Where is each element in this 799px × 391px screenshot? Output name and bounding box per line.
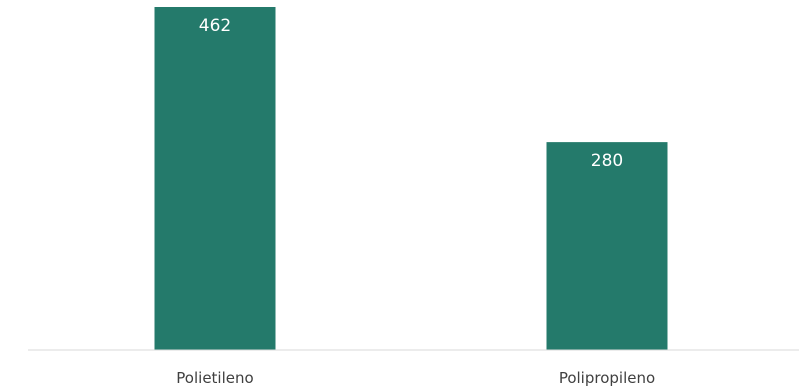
bars-layer [154, 7, 668, 350]
labels-layer: 462 Polietileno 280 Polipropileno [176, 16, 655, 387]
data-label-polipropileno: 280 [591, 151, 623, 171]
bar-polietileno [154, 7, 276, 350]
bar-polipropileno [546, 142, 668, 350]
data-label-polietileno: 462 [199, 16, 231, 36]
category-label-polietileno: Polietileno [176, 369, 253, 387]
category-label-polipropileno: Polipropileno [559, 369, 655, 387]
